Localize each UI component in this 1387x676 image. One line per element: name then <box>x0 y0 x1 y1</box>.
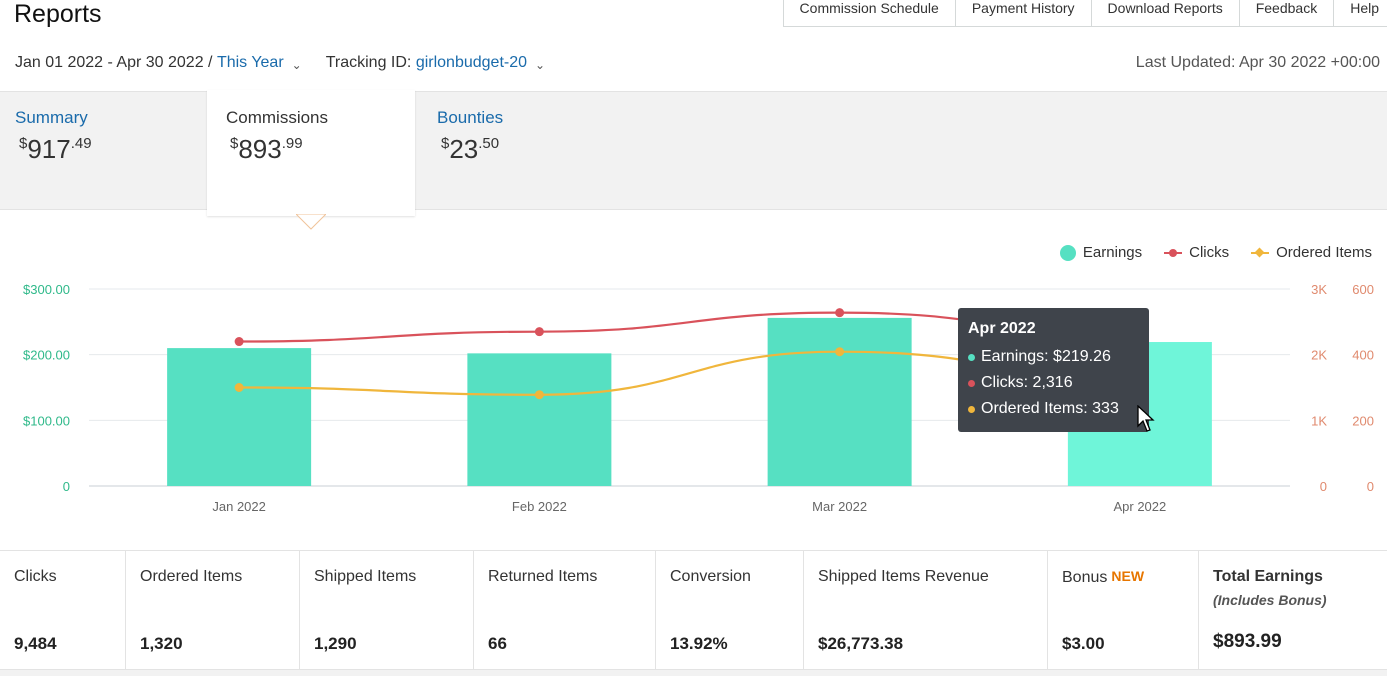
legend-earnings[interactable]: Earnings <box>1059 244 1142 261</box>
stat-conversion: Conversion 13.92% <box>656 551 804 669</box>
y-right-clicks-tick-label: 3K <box>1311 282 1327 297</box>
y-right-items-tick-label: 600 <box>1352 282 1374 297</box>
y-left-tick-label: $200.00 <box>23 348 70 363</box>
summary-amount: $917.49 <box>19 134 92 164</box>
stat-returned-items: Returned Items 66 <box>474 551 656 669</box>
summary-card[interactable]: Summary $917.49 <box>15 92 92 210</box>
stat-ordered-items: Ordered Items 1,320 <box>126 551 300 669</box>
legend-clicks[interactable]: Clicks <box>1164 244 1229 261</box>
last-updated: Last Updated: Apr 30 2022 +00:00 <box>1135 54 1380 71</box>
x-tick-label: Jan 2022 <box>212 499 266 514</box>
stat-total-earnings: Total Earnings (Includes Bonus) $893.99 <box>1213 568 1327 652</box>
tab-feedback[interactable]: Feedback <box>1238 0 1334 27</box>
tab-help[interactable]: Help <box>1333 0 1387 27</box>
stat-clicks: Clicks 9,484 <box>0 551 126 669</box>
earnings-legend-icon <box>1059 244 1076 261</box>
clicks-point <box>534 327 544 337</box>
y-left-tick-label: $100.00 <box>23 413 70 428</box>
ordered-items-legend-icon <box>1251 247 1270 257</box>
tracking-id-label: Tracking ID: <box>325 54 416 71</box>
stats-table: Clicks 9,484 Ordered Items 1,320 Shipped… <box>0 550 1387 670</box>
earnings-bar <box>767 317 912 486</box>
y-left-tick-label: $300.00 <box>23 282 70 297</box>
tooltip-row-ordered-items: Ordered Items: 333 <box>968 396 1139 422</box>
commissions-card[interactable]: Commissions $893.99 <box>207 90 415 216</box>
commissions-label: Commissions <box>226 108 329 127</box>
tooltip-title: Apr 2022 <box>968 320 1036 337</box>
bounties-label[interactable]: Bounties <box>437 108 504 127</box>
y-right-clicks-tick-label: 1K <box>1311 413 1327 428</box>
report-tabs: Commission Schedule Payment History Down… <box>782 0 1387 27</box>
legend-ordered-items[interactable]: Ordered Items <box>1251 244 1372 261</box>
chart-tooltip: Apr 2022 Earnings: $219.26 Clicks: 2,316… <box>958 308 1149 432</box>
y-right-items-tick-label: 200 <box>1352 413 1374 428</box>
tab-download-reports[interactable]: Download Reports <box>1090 0 1239 27</box>
y-right-clicks-tick-label: 0 <box>1320 479 1327 494</box>
page-title: Reports <box>14 0 102 28</box>
x-tick-label: Apr 2022 <box>1113 499 1166 514</box>
bounties-amount: $23.50 <box>441 134 500 164</box>
date-preset-dropdown[interactable]: This Year <box>216 54 284 71</box>
summary-band: Summary $917.49 Commissions $893.99 Boun… <box>0 90 1387 216</box>
stat-shipped-items: Shipped Items 1,290 <box>300 551 474 669</box>
stat-shipped-items-revenue: Shipped Items Revenue $26,773.38 <box>804 551 1048 669</box>
ordered-items-point <box>234 383 244 392</box>
chevron-down-icon[interactable]: ⌄ <box>291 58 302 72</box>
bottom-strip <box>0 670 1387 676</box>
x-tick-label: Feb 2022 <box>512 499 567 514</box>
filter-row: Jan 01 2022 - Apr 30 2022 / This Year ⌄ … <box>15 54 569 72</box>
tooltip-row-clicks: Clicks: 2,316 <box>968 370 1139 396</box>
clicks-point <box>835 308 845 318</box>
selected-card-pointer <box>296 214 326 230</box>
y-right-items-tick-label: 400 <box>1352 348 1374 363</box>
tracking-id-dropdown[interactable]: girlonbudget-20 <box>415 54 528 71</box>
tab-payment-history[interactable]: Payment History <box>954 0 1091 27</box>
date-range-text: Jan 01 2022 - Apr 30 2022 / <box>15 54 217 71</box>
tab-commission-schedule[interactable]: Commission Schedule <box>782 0 955 27</box>
ordered-items-point <box>534 390 544 400</box>
y-right-clicks-tick-label: 2K <box>1311 348 1327 363</box>
tooltip-row-earnings: Earnings: $219.26 <box>968 344 1139 370</box>
y-right-items-tick-label: 0 <box>1367 479 1374 494</box>
earnings-chart: 0 $100.00 $200.00 $300.00 0 1K 2K 3K 0 200 400 600 J… <box>23 282 1374 514</box>
clicks-point <box>234 337 244 347</box>
new-badge: NEW <box>1111 568 1145 584</box>
stat-bonus: Bonus NEW $3.00 <box>1048 551 1199 669</box>
clicks-legend-icon <box>1164 248 1183 257</box>
y-left-tick-label: 0 <box>63 479 70 494</box>
chart-legend: Earnings Clicks Ordered Items <box>1038 244 1372 261</box>
earnings-bar <box>467 353 612 486</box>
summary-label[interactable]: Summary <box>15 108 88 127</box>
commissions-amount: $893.99 <box>230 134 303 164</box>
ordered-items-point <box>835 347 845 357</box>
chevron-down-icon[interactable]: ⌄ <box>535 58 546 72</box>
x-tick-label: Mar 2022 <box>812 499 867 514</box>
bounties-card[interactable]: Bounties $23.50 <box>437 92 503 210</box>
earnings-bar <box>167 348 312 486</box>
mouse-cursor-icon <box>1137 405 1155 432</box>
